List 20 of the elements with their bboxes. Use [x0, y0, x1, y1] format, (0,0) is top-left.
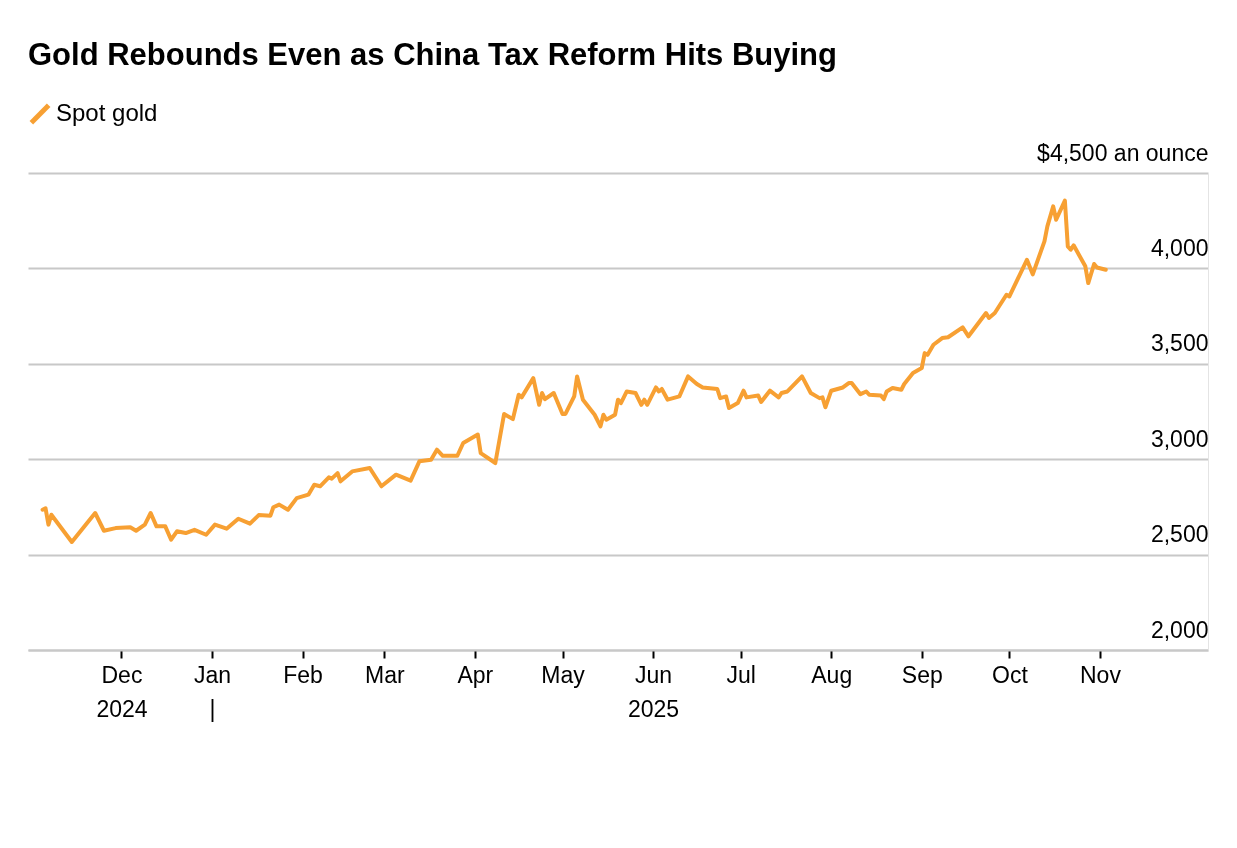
- x-tick-label: Oct: [992, 661, 1029, 688]
- chart-title: Gold Rebounds Even as China Tax Reform Hits Buying: [28, 37, 837, 72]
- legend-label: Spot gold: [56, 99, 158, 126]
- x-tick-label: Apr: [457, 661, 494, 688]
- y-tick-label: 3,500: [1150, 330, 1209, 357]
- x-tick-label: Sep: [901, 661, 943, 688]
- y-tick-label: $4,500 an ounce: [1037, 139, 1209, 166]
- y-tick-label: 4,000: [1150, 234, 1209, 261]
- x-tick-label: Mar: [365, 661, 405, 688]
- y-tick-label: 2,000: [1150, 616, 1209, 643]
- x-tick-label: Nov: [1079, 661, 1122, 688]
- x-tick-label: Aug: [811, 661, 853, 688]
- x-tick-label: Feb: [283, 661, 323, 688]
- x-tick-label: Jun 2025: [627, 661, 680, 722]
- x-tick-label: Dec 2024: [96, 661, 148, 722]
- y-tick-label: 2,500: [1150, 521, 1209, 548]
- x-tick-label: Jul: [726, 661, 756, 688]
- y-tick-label: 3,000: [1150, 425, 1209, 452]
- x-tick-label: May: [541, 661, 586, 688]
- x-tick-label: Jan |: [193, 661, 232, 722]
